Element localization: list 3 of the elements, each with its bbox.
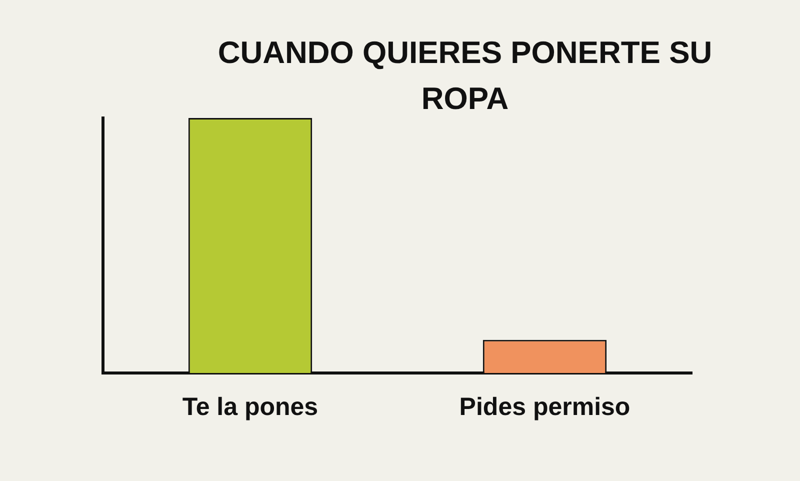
x-tick-label: Pides permiso: [459, 392, 630, 421]
chart-title: CUANDO QUIERES PONERTE SU ROPA: [216, 34, 714, 118]
x-tick-label: Te la pones: [182, 392, 318, 421]
